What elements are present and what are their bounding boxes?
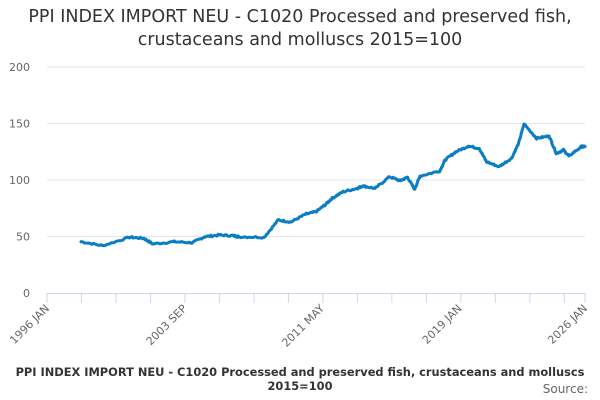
data-point xyxy=(203,235,207,239)
data-point xyxy=(355,186,359,190)
data-point xyxy=(484,160,488,164)
data-point xyxy=(190,241,194,245)
data-point xyxy=(276,218,280,222)
data-point xyxy=(237,235,241,239)
data-point xyxy=(567,154,571,158)
data-point xyxy=(388,175,392,179)
y-tick-label: 50 xyxy=(16,231,30,244)
data-point xyxy=(405,175,409,179)
data-point xyxy=(303,212,307,216)
x-tick-label: 2011 MAY xyxy=(279,302,327,350)
data-point xyxy=(418,174,422,178)
data-point xyxy=(142,236,146,240)
data-point xyxy=(172,240,176,244)
y-tick-label: 100 xyxy=(9,174,30,187)
data-point xyxy=(579,145,583,149)
data-point xyxy=(517,141,521,145)
data-point xyxy=(438,169,442,173)
x-tick-label: 1996 JAN xyxy=(7,302,52,347)
y-tick-label: 200 xyxy=(9,61,30,74)
data-point xyxy=(330,196,334,200)
x-axis-caption: PPI INDEX IMPORT NEU - C1020 Processed a… xyxy=(15,365,585,393)
x-tick-label: 2003 SEP xyxy=(144,302,190,348)
data-point xyxy=(554,151,558,155)
data-point xyxy=(454,150,458,154)
data-point xyxy=(398,179,402,183)
source-label: Source: xyxy=(542,382,588,396)
y-tick-label: 0 xyxy=(23,287,30,300)
data-point xyxy=(561,148,565,152)
data-point xyxy=(127,235,131,239)
data-point xyxy=(522,122,526,126)
x-tick-label: 2026 JAN xyxy=(545,302,590,347)
data-point xyxy=(101,244,105,248)
data-point xyxy=(232,234,236,238)
data-point xyxy=(466,144,470,148)
data-point xyxy=(341,190,345,194)
data-point xyxy=(323,203,327,207)
data-point xyxy=(535,136,539,140)
data-point xyxy=(217,233,221,237)
data-point xyxy=(151,242,155,246)
data-point xyxy=(497,165,501,169)
data-point xyxy=(314,210,318,214)
data-point xyxy=(79,240,83,244)
data-point xyxy=(262,235,266,239)
y-tick-label: 150 xyxy=(9,118,30,131)
data-point xyxy=(477,146,481,150)
data-point xyxy=(443,158,447,162)
data-point xyxy=(413,187,417,191)
data-point xyxy=(583,145,587,149)
chart-title: PPI INDEX IMPORT NEU - C1020 Processed a… xyxy=(28,7,572,50)
data-point xyxy=(373,186,377,190)
data-point xyxy=(361,184,365,188)
data-point xyxy=(547,134,551,138)
x-tick-label: 2019 JAN xyxy=(420,302,465,347)
data-point xyxy=(509,156,513,160)
series-line xyxy=(79,123,587,248)
data-point xyxy=(289,220,293,224)
